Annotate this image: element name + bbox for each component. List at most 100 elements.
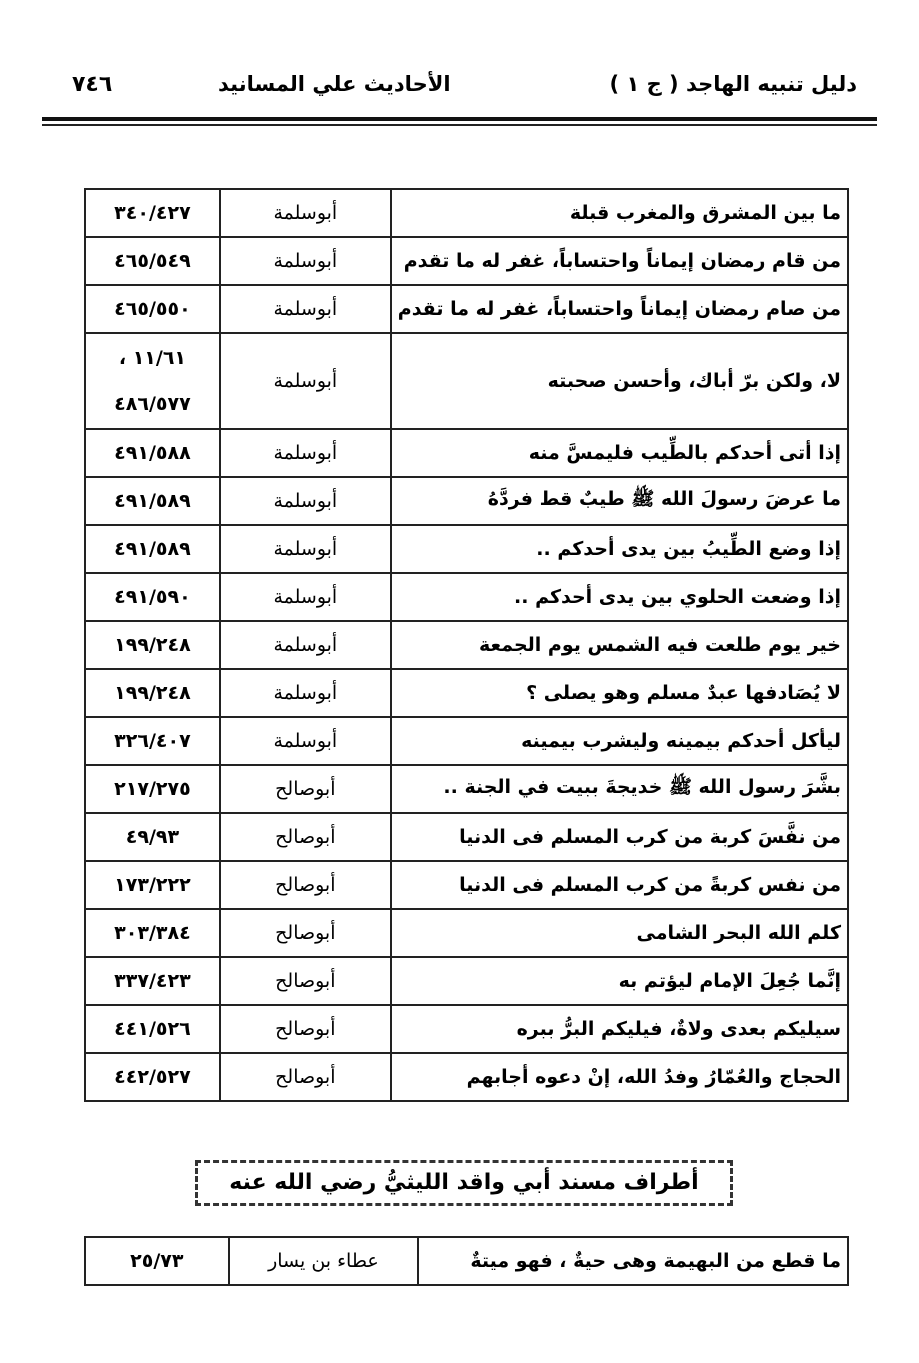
reference-cell: ٤٩١/٥٨٩ [84,524,221,574]
table-row: إذا وضعت الحلوي بين يدى أحدكم .. أبوسلمة ٤… [84,572,850,622]
reference-cell: ٤٩١/٥٨٩ [84,476,221,526]
hadith-text: إذا وضع الطِّيبُ بين يدى أحدكم .. [389,524,850,574]
running-header: الأحاديث علي المسانيد [218,72,451,96]
table-row: بشَّرَ رسول الله ﷺ خديجةَ ببيت في الجنة … [84,764,850,814]
hadith-text: ليأكل أحدكم بيمينه وليشرب بيمينه [389,716,850,766]
narrator: أبوسلمة [218,716,392,766]
page-number: ٧٤٦ [72,72,113,97]
narrator: أبوسلمة [218,236,392,286]
table-row: من نفَّسَ كربة من كرب المسلم فى الدنيا أب… [84,812,850,862]
hadith-text: لا، ولكن برّ أباك، وأحسن صحبته [389,332,850,430]
reference: ١٩٩/٢٤٨ [114,634,191,656]
header-rule-thin [42,124,877,126]
reference-cell: ١٩٩/٢٤٨ [84,620,221,670]
book-title: دليل تنبيه الهاجد ( ج ١ ) [609,72,857,96]
table-row: ليأكل أحدكم بيمينه وليشرب بيمينه أبوسلمة ٣… [84,716,850,766]
reference-cell: ٤٦٥/٥٥٠ [84,284,221,334]
hadith-table: ما بين المشرق والمغرب قبلة أبوسلمة ٣٤٠/٤٢٧… [84,188,850,1102]
narrator: أبوصالح [218,764,392,814]
table-row: من صام رمضان إيماناً واحتساباً، غفر له م… [84,284,850,334]
table-row: ما بين المشرق والمغرب قبلة أبوسلمة ٣٤٠/٤٢٧ [84,188,850,238]
table-row: من قام رمضان إيماناً واحتساباً، غفر له م… [84,236,850,286]
table-row: كلم الله البحر الشامى أبوصالح ٣٠٣/٣٨٤ [84,908,850,958]
hadith-text: خير يوم طلعت فيه الشمس يوم الجمعة [389,620,850,670]
reference: ٢٥/٧٣ [130,1250,184,1272]
hadith-table-abi-waqid: ما قطع من البهيمة وهى حيةٌ ، فهو ميتةٌ عط… [84,1236,849,1286]
reference-cell: ٤٩١/٥٨٨ [84,428,221,478]
narrator: أبوصالح [218,908,392,958]
narrator: أبوسلمة [218,476,392,526]
table-row: إذا أتى أحدكم بالطِّيب فليمسَّ منه أبوسلم… [84,428,850,478]
reference: ٤٩١/٥٨٩ [114,538,191,560]
narrator: أبوصالح [218,1004,392,1054]
narrator: عطاء بن يسار [227,1236,420,1286]
reference-cell: ٤٤٢/٥٢٧ [84,1052,221,1102]
reference-cell: ٣٢٦/٤٠٧ [84,716,221,766]
hadith-text: الحجاج والعُمّارُ وفدُ الله، إنْ دعوه أج… [389,1052,850,1102]
hadith-text: إذا وضعت الحلوي بين يدى أحدكم .. [389,572,850,622]
reference: ٣٤٠/٤٢٧ [114,202,191,224]
reference: ٤٤١/٥٢٦ [114,1018,191,1040]
narrator: أبوسلمة [218,188,392,238]
reference: ٤٨٦/٥٧٧ [114,393,191,415]
reference-cell: ٤٩١/٥٩٠ [84,572,221,622]
narrator: أبوسلمة [218,524,392,574]
table-row: ما قطع من البهيمة وهى حيةٌ ، فهو ميتةٌ عط… [84,1236,849,1286]
reference-cell: ٣٠٣/٣٨٤ [84,908,221,958]
reference-cell: ٢٥/٧٣ [84,1236,230,1286]
reference: ١٧٣/٢٢٢ [114,874,191,896]
narrator: أبوسلمة [218,428,392,478]
reference-cell: ١١/٦١ ، ٤٨٦/٥٧٧ [84,332,221,430]
reference: ١١/٦١ ، [118,347,187,369]
reference-cell: ٢١٧/٢٧٥ [84,764,221,814]
reference: ٤٦٥/٥٥٠ [114,298,191,320]
narrator: أبوصالح [218,1052,392,1102]
hadith-text: من نفَّسَ كربة من كرب المسلم فى الدنيا [389,812,850,862]
reference: ٣٣٧/٤٢٣ [114,970,191,992]
table-row: من نفس كربةً من كرب المسلم فى الدنيا أبوص… [84,860,850,910]
reference: ٤٩١/٥٨٩ [114,490,191,512]
reference-cell: ٤٤١/٥٢٦ [84,1004,221,1054]
reference: ٤٤٢/٥٢٧ [114,1066,191,1088]
narrator: أبوصالح [218,812,392,862]
hadith-text: ما بين المشرق والمغرب قبلة [389,188,850,238]
reference-cell: ٣٤٠/٤٢٧ [84,188,221,238]
table-row: سيليكم بعدى ولاةٌ، فيليكم البرُّ ببره أبو… [84,1004,850,1054]
reference-cell: ٣٣٧/٤٢٣ [84,956,221,1006]
reference-cell: ٤٩/٩٣ [84,812,221,862]
table-row: إنَّما جُعِلَ الإمام ليؤتم به أبوصالح ٣٣٧/… [84,956,850,1006]
reference: ٢١٧/٢٧٥ [114,778,191,800]
table-row: لا، ولكن برّ أباك، وأحسن صحبته أبوسلمة ١١/… [84,332,850,430]
hadith-text: سيليكم بعدى ولاةٌ، فيليكم البرُّ ببره [389,1004,850,1054]
table-row: لا يُصَادفها عبدٌ مسلم وهو يصلى ؟ أبوسلمة… [84,668,850,718]
table-row: إذا وضع الطِّيبُ بين يدى أحدكم .. أبوسلمة… [84,524,850,574]
narrator: أبوسلمة [218,332,392,430]
narrator: أبوسلمة [218,668,392,718]
reference: ٣٢٦/٤٠٧ [114,730,191,752]
reference: ١٩٩/٢٤٨ [114,682,191,704]
narrator: أبوسلمة [218,572,392,622]
hadith-text: إنَّما جُعِلَ الإمام ليؤتم به [389,956,850,1006]
reference: ٤٩١/٥٨٨ [114,442,191,464]
narrator: أبوصالح [218,956,392,1006]
reference: ٤٩/٩٣ [125,826,180,848]
reference: ٤٦٥/٥٤٩ [114,250,191,272]
hadith-text: إذا أتى أحدكم بالطِّيب فليمسَّ منه [389,428,850,478]
hadith-text: ما قطع من البهيمة وهى حيةٌ ، فهو ميتةٌ [417,1236,849,1286]
header-rule [42,117,877,121]
hadith-text: من نفس كربةً من كرب المسلم فى الدنيا [389,860,850,910]
reference-cell: ١٩٩/٢٤٨ [84,668,221,718]
narrator: أبوسلمة [218,620,392,670]
section-heading: أطراف مسند أبي واقد الليثيُّ رضي الله عن… [195,1160,733,1206]
reference: ٤٩١/٥٩٠ [114,586,191,608]
narrator: أبوصالح [218,860,392,910]
reference: ٣٠٣/٣٨٤ [114,922,191,944]
table-row: الحجاج والعُمّارُ وفدُ الله، إنْ دعوه أج… [84,1052,850,1102]
hadith-text: بشَّرَ رسول الله ﷺ خديجةَ ببيت في الجنة … [389,764,850,814]
reference-cell: ١٧٣/٢٢٢ [84,860,221,910]
table-row: ما عرضَ رسولَ الله ﷺ طيبٌ قط فردَّهُ أبوس… [84,476,850,526]
narrator: أبوسلمة [218,284,392,334]
table-row: خير يوم طلعت فيه الشمس يوم الجمعة أبوسلمة… [84,620,850,670]
hadith-text: من صام رمضان إيماناً واحتساباً، غفر له م… [389,284,850,334]
hadith-text: لا يُصَادفها عبدٌ مسلم وهو يصلى ؟ [389,668,850,718]
